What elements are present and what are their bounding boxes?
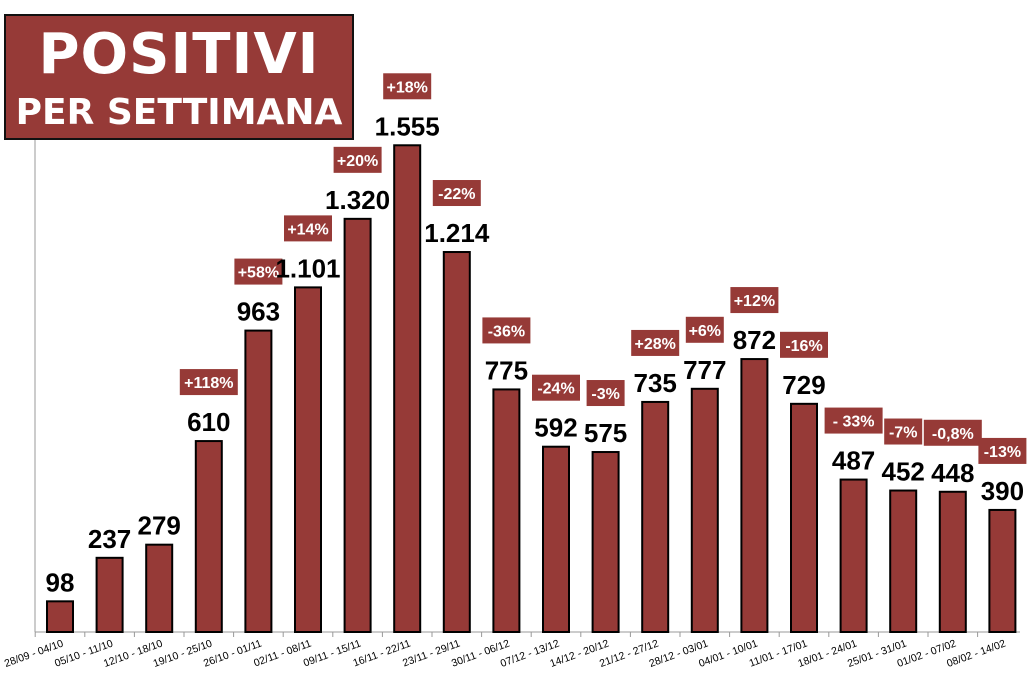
value-label: 610 bbox=[187, 407, 230, 437]
change-badge bbox=[482, 317, 531, 344]
value-label: 237 bbox=[88, 524, 131, 554]
change-label: -22% bbox=[438, 186, 475, 203]
change-badge bbox=[685, 316, 724, 343]
bar bbox=[988, 508, 1017, 633]
value-label: 729 bbox=[782, 370, 825, 400]
value-label: 98 bbox=[46, 567, 75, 597]
bar bbox=[145, 543, 174, 633]
bar bbox=[343, 217, 372, 633]
change-label: +18% bbox=[387, 79, 428, 96]
bar bbox=[591, 451, 620, 633]
change-badge bbox=[824, 407, 883, 434]
bar bbox=[740, 358, 769, 633]
change-badge bbox=[284, 215, 332, 242]
bar bbox=[790, 402, 818, 633]
bar bbox=[641, 400, 670, 633]
change-label: -0,8% bbox=[932, 426, 974, 443]
change-badge bbox=[383, 73, 432, 100]
value-label: 487 bbox=[832, 446, 875, 476]
change-label: +58% bbox=[238, 265, 279, 282]
change-label: -24% bbox=[537, 381, 574, 398]
bar bbox=[839, 478, 868, 633]
bar bbox=[244, 329, 273, 633]
value-label: 777 bbox=[683, 355, 726, 385]
value-label: 1.320 bbox=[325, 185, 390, 215]
change-badge bbox=[532, 374, 580, 401]
change-badge bbox=[884, 418, 923, 445]
title-box: POSITIVI PER SETTIMANA bbox=[4, 14, 354, 140]
change-label: -3% bbox=[591, 386, 619, 403]
change-label: +6% bbox=[689, 323, 721, 340]
change-label: -7% bbox=[889, 425, 917, 442]
bar bbox=[542, 445, 570, 634]
value-label: 452 bbox=[882, 457, 925, 487]
bar bbox=[46, 600, 74, 633]
value-label: 1.555 bbox=[375, 111, 440, 141]
chart-title: POSITIVI bbox=[38, 22, 320, 87]
chart-subtitle: PER SETTIMANA bbox=[15, 92, 343, 133]
value-label: 1.214 bbox=[424, 218, 490, 248]
change-label: +20% bbox=[337, 153, 378, 170]
change-label: +118% bbox=[184, 375, 233, 392]
change-label: -13% bbox=[984, 444, 1021, 461]
change-label: - 33% bbox=[833, 414, 875, 431]
change-badge bbox=[923, 419, 982, 446]
bar bbox=[492, 388, 521, 633]
value-label: 448 bbox=[931, 458, 974, 488]
value-label: 963 bbox=[237, 297, 280, 327]
change-badge bbox=[234, 258, 283, 285]
bar bbox=[889, 489, 918, 633]
value-label: 592 bbox=[534, 413, 577, 443]
value-label: 575 bbox=[584, 418, 627, 448]
change-label: +28% bbox=[635, 336, 676, 353]
change-badge bbox=[730, 287, 779, 314]
bar bbox=[393, 144, 422, 633]
change-label: +12% bbox=[734, 293, 775, 310]
change-label: -16% bbox=[785, 338, 822, 355]
change-label: +14% bbox=[287, 221, 328, 238]
change-badge bbox=[333, 146, 382, 173]
bar bbox=[194, 440, 223, 633]
bar bbox=[95, 556, 124, 633]
value-label: 390 bbox=[981, 476, 1024, 506]
change-badge bbox=[978, 437, 1027, 464]
bar bbox=[294, 286, 322, 633]
value-label: 1.101 bbox=[275, 253, 340, 283]
value-label: 735 bbox=[634, 368, 677, 398]
change-badge bbox=[432, 180, 481, 207]
change-badge bbox=[179, 369, 238, 396]
value-label: 775 bbox=[485, 355, 528, 385]
bar bbox=[442, 251, 471, 633]
change-badge bbox=[780, 331, 828, 358]
change-badge bbox=[631, 329, 680, 356]
value-label: 279 bbox=[138, 511, 181, 541]
change-label: -36% bbox=[488, 323, 525, 340]
bar bbox=[938, 490, 967, 633]
value-label: 872 bbox=[733, 325, 776, 355]
change-badge bbox=[586, 380, 625, 407]
bar bbox=[690, 387, 719, 634]
